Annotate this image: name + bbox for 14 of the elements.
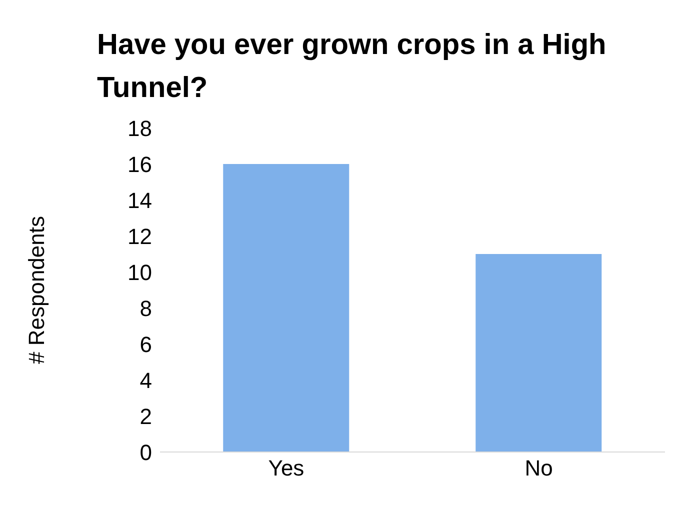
y-tick-label: 4 (140, 368, 152, 393)
y-tick-label: 2 (140, 404, 152, 429)
y-tick-label: 14 (128, 188, 152, 213)
y-tick-label: 18 (128, 116, 152, 141)
y-tick-label: 16 (128, 152, 152, 177)
chart-title: Have you ever grown crops in a High Tunnel? (97, 28, 608, 106)
y-tick-label: 12 (128, 224, 152, 249)
y-tick-label: 0 (140, 440, 152, 465)
y-tick-label: 6 (140, 332, 152, 357)
y-axis-title: # Respondents (24, 216, 49, 364)
y-tick-label: 10 (128, 260, 152, 285)
x-tick-label: No (524, 456, 553, 481)
x-tick-label: Yes (268, 456, 304, 481)
y-tick-label: 8 (140, 296, 152, 321)
